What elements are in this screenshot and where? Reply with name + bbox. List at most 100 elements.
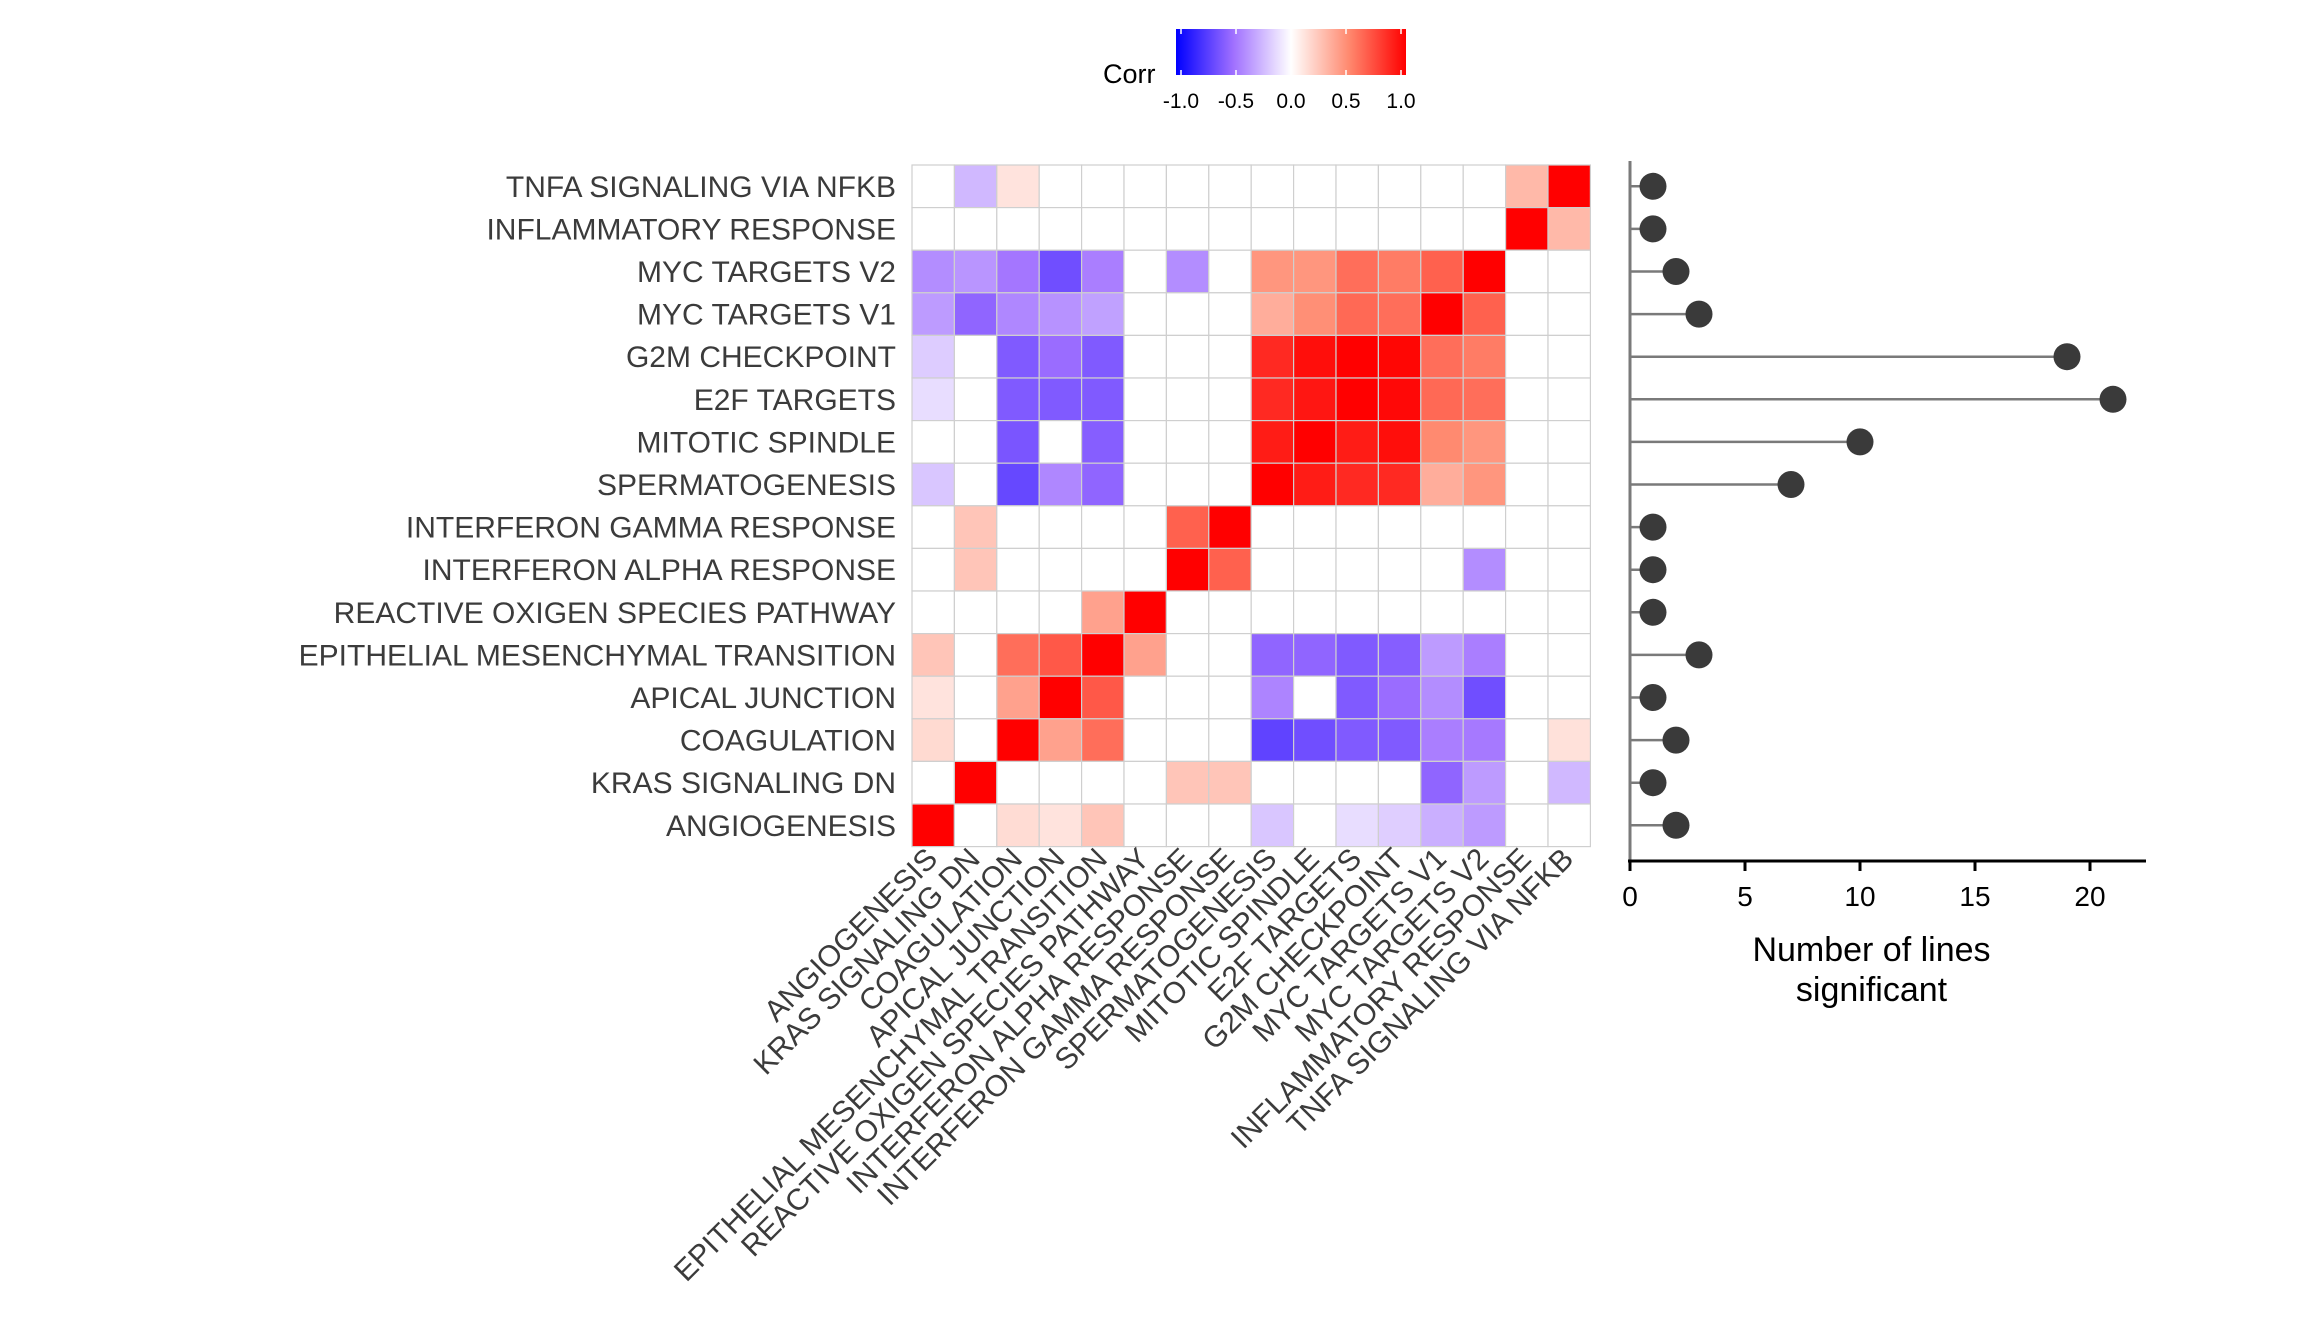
heatmap-cell xyxy=(953,462,998,507)
heatmap-cell xyxy=(1420,718,1464,762)
heatmap-cell xyxy=(1420,760,1464,805)
heatmap-cell xyxy=(1123,292,1168,336)
heatmap-cell xyxy=(1038,632,1083,677)
lollipop-point xyxy=(1685,641,1713,669)
heatmap-cell xyxy=(1377,377,1422,422)
heatmap-cell xyxy=(1420,590,1464,635)
heatmap-cell xyxy=(996,760,1040,805)
lollipop-point xyxy=(2053,343,2081,371)
heatmap-cell xyxy=(1335,249,1380,294)
heatmap-cell xyxy=(1208,164,1252,209)
heatmap-cell xyxy=(996,462,1040,507)
heatmap-cell xyxy=(1377,803,1422,848)
heatmap-cell xyxy=(911,334,956,379)
lollipop-point xyxy=(1685,300,1713,328)
heatmap-cell xyxy=(1292,462,1337,507)
heatmap-cell xyxy=(1080,334,1125,379)
heatmap-cell xyxy=(1038,462,1083,507)
heatmap-cell xyxy=(1292,632,1337,677)
heatmap-cell xyxy=(1208,249,1252,294)
heatmap-cell xyxy=(1547,377,1592,422)
heatmap-cell xyxy=(1335,547,1380,592)
heatmap-cell xyxy=(1504,377,1549,422)
heatmap-cell xyxy=(1165,632,1210,677)
heatmap-cell xyxy=(1250,420,1295,464)
heatmap-cell xyxy=(1250,803,1295,848)
heatmap-cell xyxy=(1123,590,1168,635)
lollipop-point xyxy=(2099,385,2127,413)
heatmap-cell xyxy=(1208,420,1252,464)
heatmap-cell xyxy=(1377,760,1422,805)
heatmap-cell xyxy=(1250,675,1295,720)
heatmap-cell xyxy=(1080,718,1125,762)
heatmap-cell xyxy=(1165,334,1210,379)
heatmap-cell xyxy=(1080,207,1125,251)
heatmap-cell xyxy=(1547,164,1592,209)
heatmap-cell xyxy=(1335,377,1380,422)
heatmap-cell xyxy=(1250,547,1295,592)
heatmap-cell xyxy=(1547,420,1592,464)
heatmap-cell xyxy=(1292,760,1337,805)
heatmap-cell xyxy=(953,760,998,805)
row-label: INTERFERON ALPHA RESPONSE xyxy=(423,554,896,587)
heatmap-cell xyxy=(1335,164,1380,209)
heatmap-cell xyxy=(1462,420,1507,464)
row-label: MYC TARGETS V1 xyxy=(637,299,896,332)
heatmap-cell xyxy=(1208,334,1252,379)
heatmap-cell xyxy=(1292,547,1337,592)
heatmap-cell xyxy=(1462,505,1507,549)
heatmap-cell xyxy=(1462,334,1507,379)
heatmap-cell xyxy=(996,164,1040,209)
x-tick-label: 20 xyxy=(2074,881,2105,912)
heatmap-cell xyxy=(953,164,998,209)
heatmap-cell xyxy=(996,207,1040,251)
heatmap-cell xyxy=(1377,547,1422,592)
heatmap-cell xyxy=(1250,718,1295,762)
heatmap-cell xyxy=(1250,377,1295,422)
heatmap-cell xyxy=(1335,632,1380,677)
heatmap-cell xyxy=(1080,547,1125,592)
heatmap-cell xyxy=(1547,292,1592,336)
heatmap-cell xyxy=(1165,207,1210,251)
heatmap-cell xyxy=(996,377,1040,422)
heatmap-cell xyxy=(1208,377,1252,422)
heatmap-cell xyxy=(1038,547,1083,592)
heatmap-cell xyxy=(1038,675,1083,720)
row-label: ANGIOGENESIS xyxy=(666,810,896,843)
heatmap-cell xyxy=(1038,760,1083,805)
heatmap-cell xyxy=(1462,164,1507,209)
heatmap-cell xyxy=(953,632,998,677)
row-label: INFLAMMATORY RESPONSE xyxy=(486,213,896,246)
heatmap-cell xyxy=(996,292,1040,336)
heatmap-cell xyxy=(1250,760,1295,805)
heatmap-cell xyxy=(1377,632,1422,677)
heatmap-cell xyxy=(1462,803,1507,848)
row-label: MYC TARGETS V2 xyxy=(637,256,896,289)
heatmap-cell xyxy=(1038,377,1083,422)
row-label: MITOTIC SPINDLE xyxy=(637,426,896,459)
heatmap-cell xyxy=(911,590,956,635)
heatmap-cell xyxy=(1377,718,1422,762)
heatmap-cell xyxy=(953,334,998,379)
heatmap-cell xyxy=(1504,547,1549,592)
heatmap-cell xyxy=(1547,632,1592,677)
color-legend: Corr -1.0 -0.5 0.0 0.5 1.0 xyxy=(1103,29,1416,113)
heatmap-cell xyxy=(1080,505,1125,549)
heatmap-cell xyxy=(1208,803,1252,848)
row-label: APICAL JUNCTION xyxy=(630,682,896,715)
heatmap-cell xyxy=(1292,377,1337,422)
heatmap-cell xyxy=(1462,547,1507,592)
x-axis-title: Number of lines xyxy=(1752,931,1990,969)
heatmap-cell xyxy=(1080,420,1125,464)
heatmap-cell xyxy=(1335,590,1380,635)
heatmap-cell xyxy=(1504,590,1549,635)
heatmap-cell xyxy=(1377,207,1422,251)
heatmap-cell xyxy=(1250,249,1295,294)
heatmap-cell xyxy=(1080,462,1125,507)
colorbar xyxy=(1176,29,1406,75)
lollipop-point xyxy=(1777,471,1805,498)
row-labels: TNFA SIGNALING VIA NFKB INFLAMMATORY RESP… xyxy=(299,171,896,843)
heatmap-cell xyxy=(1420,547,1464,592)
lollipop-point xyxy=(1639,769,1667,797)
